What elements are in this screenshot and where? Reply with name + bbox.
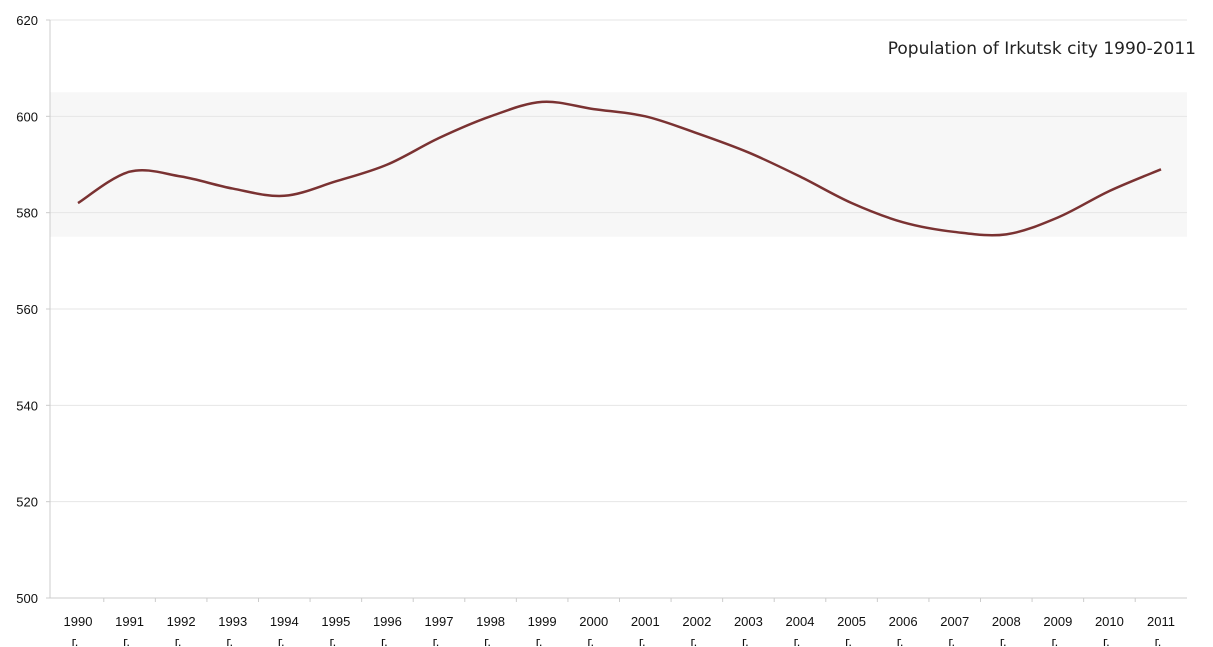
x-tick-suffix: г. <box>381 634 388 647</box>
x-tick-suffix: г. <box>639 634 646 647</box>
x-tick-label: 2007 <box>940 614 969 629</box>
y-tick-label: 540 <box>16 398 38 413</box>
x-tick-label: 1990 <box>64 614 93 629</box>
x-tick-label: 1997 <box>425 614 454 629</box>
x-tick-label: 1991 <box>115 614 144 629</box>
x-tick-suffix: г. <box>123 634 130 647</box>
x-tick-suffix: г. <box>1051 634 1058 647</box>
x-tick-suffix: г. <box>1103 634 1110 647</box>
x-tick-suffix: г. <box>742 634 749 647</box>
y-axis-ticks: 500 520 540 560 580 600 620 <box>16 13 50 606</box>
series-line-population <box>77 100 1162 237</box>
x-tick-suffix: г. <box>948 634 955 647</box>
x-tick-label: 2006 <box>889 614 918 629</box>
x-tick-suffix: г. <box>845 634 852 647</box>
x-tick-label: 2003 <box>734 614 763 629</box>
x-tick-label: 2008 <box>992 614 1021 629</box>
x-axis-ticks: 1990 г. 1991 г. 1992 г. 1993 г. 1994 г. 1995 г. 1996… <box>64 598 1175 647</box>
x-tick-label: 2001 <box>631 614 660 629</box>
x-tick-suffix: г. <box>72 634 79 647</box>
y-tick-label: 500 <box>16 591 38 606</box>
x-tick-suffix: г. <box>329 634 336 647</box>
x-tick-suffix: г. <box>175 634 182 647</box>
y-tick-label: 580 <box>16 206 38 221</box>
x-tick-suffix: г. <box>226 634 233 647</box>
x-tick-label: 2000 <box>579 614 608 629</box>
x-tick-label: 1992 <box>167 614 196 629</box>
x-tick-suffix: г. <box>536 634 543 647</box>
x-tick-label: 2005 <box>837 614 866 629</box>
x-tick-label: 2011 <box>1147 614 1175 629</box>
y-tick-label: 620 <box>16 13 38 28</box>
x-tick-suffix: г. <box>690 634 697 647</box>
chart-title: Population of Irkutsk city 1990-2011 <box>888 39 1196 59</box>
x-tick-label: 2004 <box>786 614 815 629</box>
x-tick-suffix: г. <box>897 634 904 647</box>
x-tick-label: 1998 <box>476 614 505 629</box>
x-tick-suffix: г. <box>1155 634 1162 647</box>
x-tick-suffix: г. <box>484 634 491 647</box>
x-tick-label: 2010 <box>1095 614 1124 629</box>
x-tick-suffix: г. <box>794 634 801 647</box>
x-tick-suffix: г. <box>433 634 440 647</box>
x-tick-label: 1996 <box>373 614 402 629</box>
x-tick-label: 1994 <box>270 614 299 629</box>
y-tick-label: 560 <box>16 302 38 317</box>
x-tick-label: 1999 <box>528 614 557 629</box>
x-tick-suffix: г. <box>278 634 285 647</box>
y-tick-label: 520 <box>16 495 38 510</box>
gridlines <box>50 19 1187 503</box>
x-tick-label: 2002 <box>682 614 711 629</box>
x-tick-label: 1995 <box>321 614 350 629</box>
x-tick-label: 1993 <box>218 614 247 629</box>
x-tick-label: 2009 <box>1043 614 1072 629</box>
x-tick-suffix: г. <box>587 634 594 647</box>
x-tick-suffix: г. <box>1000 634 1007 647</box>
y-tick-label: 600 <box>16 109 38 124</box>
highlight-band <box>50 92 1187 237</box>
